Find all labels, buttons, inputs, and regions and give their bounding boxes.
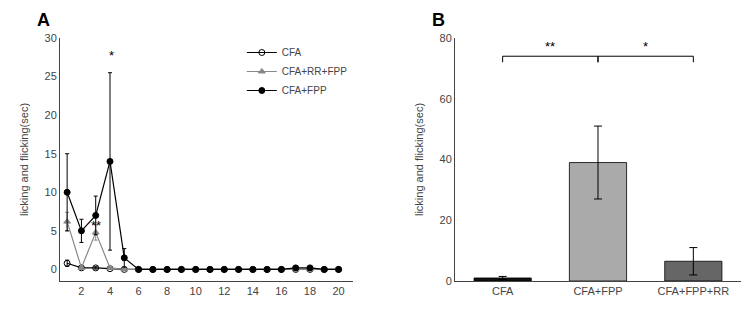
svg-text:B: B <box>432 10 445 30</box>
svg-text:CFA+FPP: CFA+FPP <box>573 285 622 297</box>
svg-text:10: 10 <box>190 285 202 297</box>
svg-text:0: 0 <box>51 263 57 275</box>
svg-text:20: 20 <box>440 214 452 226</box>
svg-text:5: 5 <box>51 225 57 237</box>
svg-text:12: 12 <box>218 285 230 297</box>
svg-text:CFA+FPP+RR: CFA+FPP+RR <box>658 285 730 297</box>
svg-text:**: ** <box>545 39 555 54</box>
svg-text:8: 8 <box>164 285 170 297</box>
svg-text:16: 16 <box>275 285 287 297</box>
svg-text:CFA: CFA <box>492 285 514 297</box>
svg-text:CFA+FPP: CFA+FPP <box>282 85 327 96</box>
svg-text:**: ** <box>91 218 101 233</box>
svg-text:80: 80 <box>440 32 452 44</box>
svg-text:40: 40 <box>440 153 452 165</box>
svg-text:licking and flicking(sec): licking and flicking(sec) <box>18 103 30 216</box>
svg-text:14: 14 <box>247 285 259 297</box>
svg-text:10: 10 <box>45 186 57 198</box>
svg-text:0: 0 <box>446 275 452 287</box>
svg-text:15: 15 <box>45 148 57 160</box>
svg-text:18: 18 <box>304 285 316 297</box>
svg-text:*: * <box>643 39 648 54</box>
svg-text:A: A <box>37 10 50 30</box>
svg-text:CFA+RR+FPP: CFA+RR+FPP <box>282 66 347 77</box>
svg-text:*: * <box>109 48 114 63</box>
svg-text:25: 25 <box>45 70 57 82</box>
svg-text:20: 20 <box>332 285 344 297</box>
svg-text:2: 2 <box>78 285 84 297</box>
svg-text:licking and flicking(sec): licking and flicking(sec) <box>413 103 425 216</box>
svg-text:6: 6 <box>135 285 141 297</box>
svg-text:4: 4 <box>107 285 113 297</box>
svg-text:30: 30 <box>45 32 57 44</box>
svg-text:20: 20 <box>45 109 57 121</box>
svg-text:60: 60 <box>440 93 452 105</box>
svg-text:CFA: CFA <box>282 47 302 58</box>
